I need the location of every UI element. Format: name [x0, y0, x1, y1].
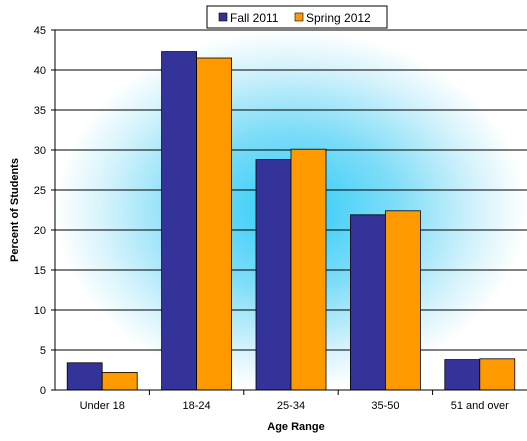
x-tick-label-18-24: 18-24 — [183, 400, 211, 412]
tick-labels: 0 5 10 15 20 25 30 35 40 45 Under 18 18-24 25-34 35-5… — [34, 25, 509, 412]
bar-spring-2012-35-50 — [384, 210, 421, 391]
y-tick-label-35: 35 — [34, 105, 46, 117]
x-tick-label-under-18: Under 18 — [80, 400, 125, 412]
bar-spring-2012-51-and-over — [479, 358, 516, 391]
y-axis-label: Percent of Students — [9, 158, 21, 262]
x-tick-label-25-34: 25-34 — [277, 400, 305, 412]
y-tick-label-20: 20 — [34, 225, 46, 237]
bar-fall-2011-35-50 — [349, 214, 386, 391]
y-tick-label-0: 0 — [40, 385, 46, 397]
y-tick-label-15: 15 — [34, 265, 46, 277]
y-tick-label-10: 10 — [34, 305, 46, 317]
bars — [66, 51, 516, 391]
y-tick-label-45: 45 — [34, 25, 46, 37]
legend: Fall 2011 Spring 2012 — [206, 5, 388, 29]
x-axis-label: Age Range — [267, 421, 324, 433]
x-tick-label-51-and-over: 51 and over — [451, 400, 509, 412]
legend-swatch-spring-2012 — [294, 12, 304, 22]
y-tick-label-30: 30 — [34, 145, 46, 157]
x-tick-label-35-50: 35-50 — [371, 400, 399, 412]
bar-fall-2011-18-24 — [161, 51, 198, 391]
y-tick-label-40: 40 — [34, 65, 46, 77]
bar-fall-2011-25-34 — [255, 159, 292, 391]
bar-fall-2011-51-and-over — [444, 359, 481, 391]
bar-fall-2011-under-18 — [66, 362, 103, 391]
y-tick-label-25: 25 — [34, 185, 46, 197]
legend-swatch-fall-2011 — [218, 12, 228, 22]
bar-spring-2012-25-34 — [290, 148, 327, 391]
legend-label-spring-2012: Spring 2012 — [306, 11, 371, 25]
axes — [51, 29, 527, 395]
y-tick-label-5: 5 — [40, 345, 46, 357]
legend-label-fall-2011: Fall 2011 — [230, 11, 279, 25]
bar-spring-2012-under-18 — [101, 371, 138, 391]
bar-spring-2012-18-24 — [196, 57, 233, 391]
